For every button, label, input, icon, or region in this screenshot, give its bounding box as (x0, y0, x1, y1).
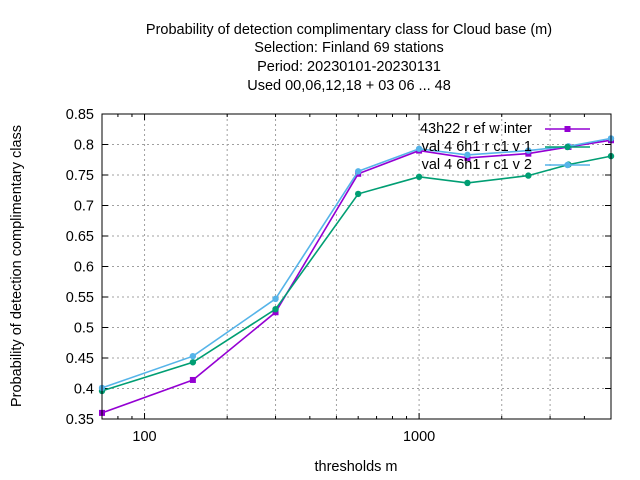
x-tick-label: 1000 (403, 429, 435, 445)
series-val_46h1_rc1_v1 (98, 152, 615, 395)
legend-entry: val 4 6h1 r c1 v 2 (422, 157, 590, 173)
legend-swatch-marker (564, 143, 571, 151)
legend-swatch-marker (564, 126, 571, 132)
y-tick-label: 0.35 (66, 412, 94, 428)
data-point (525, 172, 532, 179)
grid (102, 114, 611, 419)
x-axis-ticks: 100 1000 (101, 114, 612, 445)
data-point (354, 190, 362, 198)
legend-label: val 4 6h1 r c1 v 2 (422, 157, 532, 173)
title-line-1: Probability of detection complimentary c… (146, 22, 552, 38)
y-tick-label: 0.7 (74, 199, 94, 215)
y-tick-label: 0.5 (74, 321, 94, 337)
data-point (525, 147, 532, 154)
chart-title: Probability of detection complimentary c… (146, 22, 552, 94)
series-line (101, 139, 612, 414)
data-point (415, 145, 423, 152)
data-point (464, 151, 471, 159)
plot-frame (101, 113, 612, 420)
x-tick-label: 100 (132, 429, 156, 445)
series-layer (98, 135, 615, 416)
data-point (354, 168, 362, 175)
legend-entry: val 4 6h1 r c1 v 1 (422, 139, 590, 155)
legend-label: val 4 6h1 r c1 v 1 (422, 139, 532, 155)
data-point (189, 359, 197, 366)
data-point (272, 306, 279, 313)
title-line-4: Used 00,06,12,18 + 03 06 ... 48 (247, 78, 451, 94)
data-point (415, 173, 423, 181)
x-axis-label: thresholds m (314, 459, 397, 475)
y-axis-ticks: 0.35 0.4 0.45 0.5 0.55 0.6 0.65 0.7 0.75 0.8 0.85 (66, 107, 611, 428)
data-point (464, 179, 471, 187)
y-tick-label: 0.75 (66, 168, 94, 184)
data-point (189, 352, 197, 360)
y-tick-label: 0.55 (66, 290, 94, 306)
legend-label: 43h22 r ef w inter (420, 121, 532, 137)
title-line-3: Period: 20230101-20230131 (257, 59, 441, 75)
y-tick-label: 0.85 (66, 107, 94, 123)
y-tick-label: 0.8 (74, 138, 94, 154)
y-axis-label: Probability of detection complimentary c… (9, 125, 25, 407)
data-point (189, 376, 196, 383)
y-tick-label: 0.6 (74, 260, 94, 276)
y-tick-label: 0.45 (66, 351, 94, 367)
series-43h22_ref_winter (99, 137, 614, 416)
legend-swatch-marker (564, 161, 571, 169)
legend-entry: 43h22 r ef w inter (420, 121, 590, 137)
legend: 43h22 r ef w inter val 4 6h1 r c1 v 1 val … (420, 121, 590, 173)
y-tick-label: 0.4 (74, 382, 94, 398)
y-tick-label: 0.65 (66, 229, 94, 245)
title-line-2: Selection: Finland 69 stations (254, 40, 443, 56)
data-point (272, 295, 279, 303)
